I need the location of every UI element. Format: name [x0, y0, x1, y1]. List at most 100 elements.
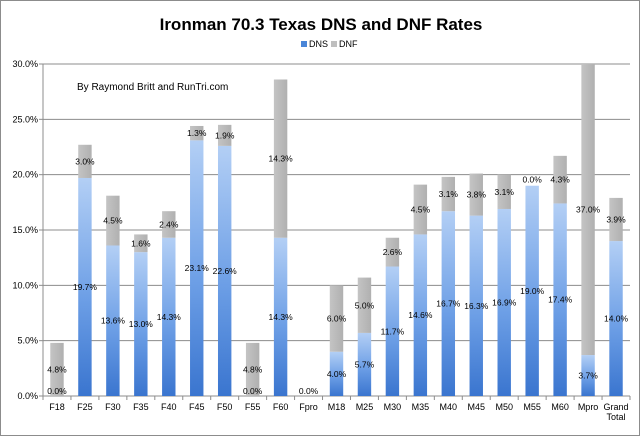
bar-dns	[162, 237, 176, 396]
data-label-dnf: 5.0%	[355, 300, 375, 310]
bar-dns	[469, 215, 483, 396]
data-label-dnf: 14.3%	[269, 154, 294, 164]
bar-dns	[385, 266, 400, 396]
bar-dns	[497, 208, 511, 396]
x-tick-label: M40	[440, 402, 458, 412]
bar-dnf	[609, 197, 623, 242]
x-tick-label: F50	[217, 402, 233, 412]
data-label-dns: 13.0%	[129, 319, 154, 329]
data-label-dnf: 3.8%	[467, 190, 487, 200]
bar-dnf	[553, 155, 567, 204]
y-tick-label: 5.0%	[17, 336, 38, 346]
bar-dnf	[273, 79, 288, 238]
y-tick-label: 25.0%	[12, 114, 38, 124]
chart-title: Ironman 70.3 Texas DNS and DNF Rates	[160, 15, 483, 34]
x-tick-label: F55	[245, 402, 261, 412]
data-label-dns: 13.6%	[101, 316, 126, 326]
legend: DNS DNF	[301, 39, 358, 49]
data-label-dnf: 4.8%	[47, 364, 67, 374]
x-tick-label: M45	[468, 402, 486, 412]
x-tick-label: F45	[189, 402, 205, 412]
bar-dns	[190, 140, 204, 396]
bar-dns	[78, 177, 92, 396]
data-label-dns: 16.9%	[492, 297, 517, 307]
bar-dnf	[162, 211, 176, 238]
bar-dnf	[497, 174, 511, 209]
data-label-dns: 14.0%	[604, 314, 629, 324]
y-tick-label: 0.0%	[17, 391, 38, 401]
data-label-dns: 23.1%	[185, 263, 210, 273]
x-tick-label: F18	[49, 402, 65, 412]
bar-dnf	[134, 234, 148, 253]
data-label-dns: 0.0%	[243, 386, 263, 396]
data-label-dns: 19.0%	[520, 286, 545, 296]
data-label-dnf: 1.6%	[131, 238, 151, 248]
data-label-dnf: 4.3%	[550, 175, 570, 185]
data-label-dns: 19.7%	[73, 282, 98, 292]
data-label-dns: 5.7%	[355, 359, 375, 369]
x-tick-label: M35	[412, 402, 430, 412]
data-label-dns: 14.6%	[408, 310, 433, 320]
legend-label-dns: DNS	[309, 39, 328, 49]
y-tick-label: 20.0%	[12, 170, 38, 180]
x-tick-label: M25	[356, 402, 374, 412]
x-tick-label: M30	[384, 402, 402, 412]
bar-dns	[357, 332, 372, 396]
data-label-dns: 14.3%	[157, 312, 182, 322]
x-tick-label: F40	[161, 402, 177, 412]
chart-annotation: By Raymond Britt and RunTri.com	[77, 82, 228, 93]
data-label-dns: 16.3%	[464, 301, 489, 311]
bar-dnf	[385, 237, 400, 267]
data-label-dnf: 2.4%	[159, 219, 179, 229]
x-tick-label: F25	[77, 402, 93, 412]
bar-dns	[273, 237, 288, 396]
x-tick-label: M55	[523, 402, 541, 412]
data-label-dnf: 1.3%	[187, 128, 207, 138]
bar-dnf	[413, 184, 428, 235]
x-tick-label: Grand	[604, 402, 629, 412]
data-label-dnf: 6.0%	[327, 314, 347, 324]
data-label-dnf: 0.0%	[522, 175, 542, 185]
data-label-dns: 11.7%	[381, 326, 405, 336]
bar-dnf	[106, 195, 120, 246]
data-label-dns: 3.7%	[578, 371, 598, 381]
bar-dns	[525, 185, 539, 396]
data-label-dnf: 37.0%	[576, 205, 601, 215]
y-tick-label: 15.0%	[12, 225, 38, 235]
data-label-dnf: 2.6%	[383, 247, 403, 257]
data-label-dnf: 4.5%	[103, 216, 123, 226]
x-tick-label: F30	[105, 402, 121, 412]
bar-dnf	[441, 176, 456, 212]
bar-dns	[134, 252, 148, 396]
x-tick-label: F60	[273, 402, 289, 412]
data-label-dns: 0.0%	[47, 386, 67, 396]
data-label-dnf: 1.9%	[215, 130, 235, 140]
data-label-dns: 16.7%	[436, 299, 461, 309]
legend-swatch-dnf	[331, 41, 337, 47]
x-tick-label: Mpro	[578, 402, 599, 412]
bar-dns	[609, 241, 623, 396]
x-tick-label: F35	[133, 402, 149, 412]
data-label-dnf: 3.1%	[439, 189, 459, 199]
bar-dns	[329, 351, 344, 396]
data-label-dnf: 3.0%	[75, 156, 95, 166]
data-label-dnf: 3.9%	[606, 214, 626, 224]
data-label-dns: 0.0%	[299, 386, 319, 396]
x-tick-label: Fpro	[299, 402, 318, 412]
x-tick-label: Total	[607, 412, 626, 422]
bar-dns	[553, 203, 567, 396]
data-label-dnf: 4.5%	[411, 205, 431, 215]
bar-dns	[106, 245, 120, 396]
bar-dnf	[190, 125, 204, 141]
bar-dns	[441, 211, 456, 396]
data-label-dns: 17.4%	[548, 295, 573, 305]
legend-label-dnf: DNF	[339, 39, 358, 49]
x-tick-label: M60	[551, 402, 569, 412]
bar-dnf	[245, 342, 260, 396]
legend-swatch-dns	[301, 41, 307, 47]
data-label-dns: 4.0%	[327, 369, 347, 379]
bar-dnf	[329, 285, 344, 352]
y-tick-label: 10.0%	[12, 280, 38, 290]
